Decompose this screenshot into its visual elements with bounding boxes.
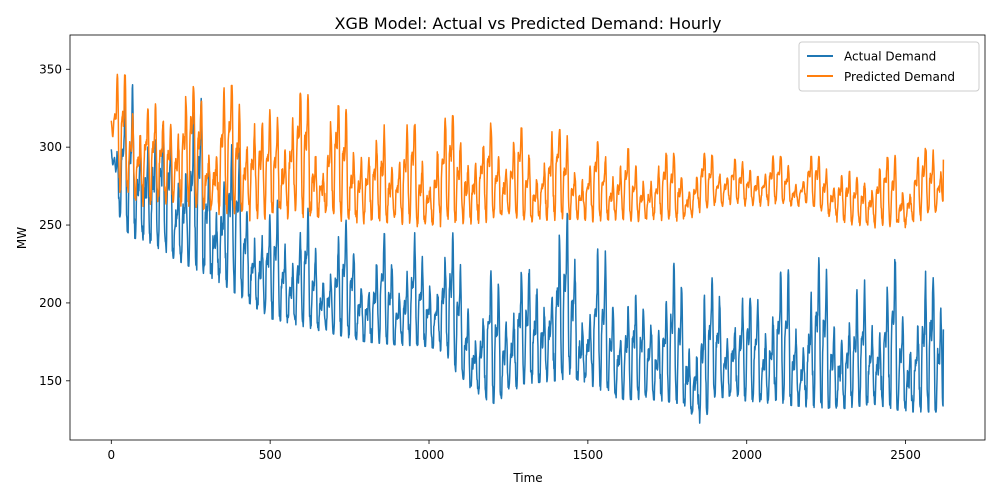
y-tick-label: 300 [39,140,62,154]
x-tick-label: 2500 [890,448,921,462]
x-tick-label: 1000 [414,448,445,462]
x-tick-label: 2000 [731,448,762,462]
y-tick-label: 250 [39,218,62,232]
y-axis: 150 200 250 300 350 [39,62,70,388]
predicted-demand-line [110,73,945,229]
chart-title: XGB Model: Actual vs Predicted Demand: H… [334,14,721,33]
legend: Actual Demand Predicted Demand [798,41,980,92]
actual-demand-line [110,83,945,424]
plot-area [69,34,986,441]
x-tick-label: 0 [107,448,115,462]
x-axis: 0 500 1000 1500 2000 2500 [107,440,921,462]
series-layer [110,73,945,424]
legend-label-predicted: Predicted Demand [844,70,955,84]
x-axis-label: Time [512,471,542,485]
y-tick-label: 150 [39,374,62,388]
legend-box [798,41,980,92]
y-tick-label: 200 [39,296,62,310]
legend-label-actual: Actual Demand [844,50,936,64]
x-tick-label: 1500 [573,448,604,462]
y-axis-label: MW [15,227,29,249]
x-tick-label: 500 [259,448,282,462]
axes-frame [69,34,986,441]
y-tick-label: 350 [39,62,62,76]
